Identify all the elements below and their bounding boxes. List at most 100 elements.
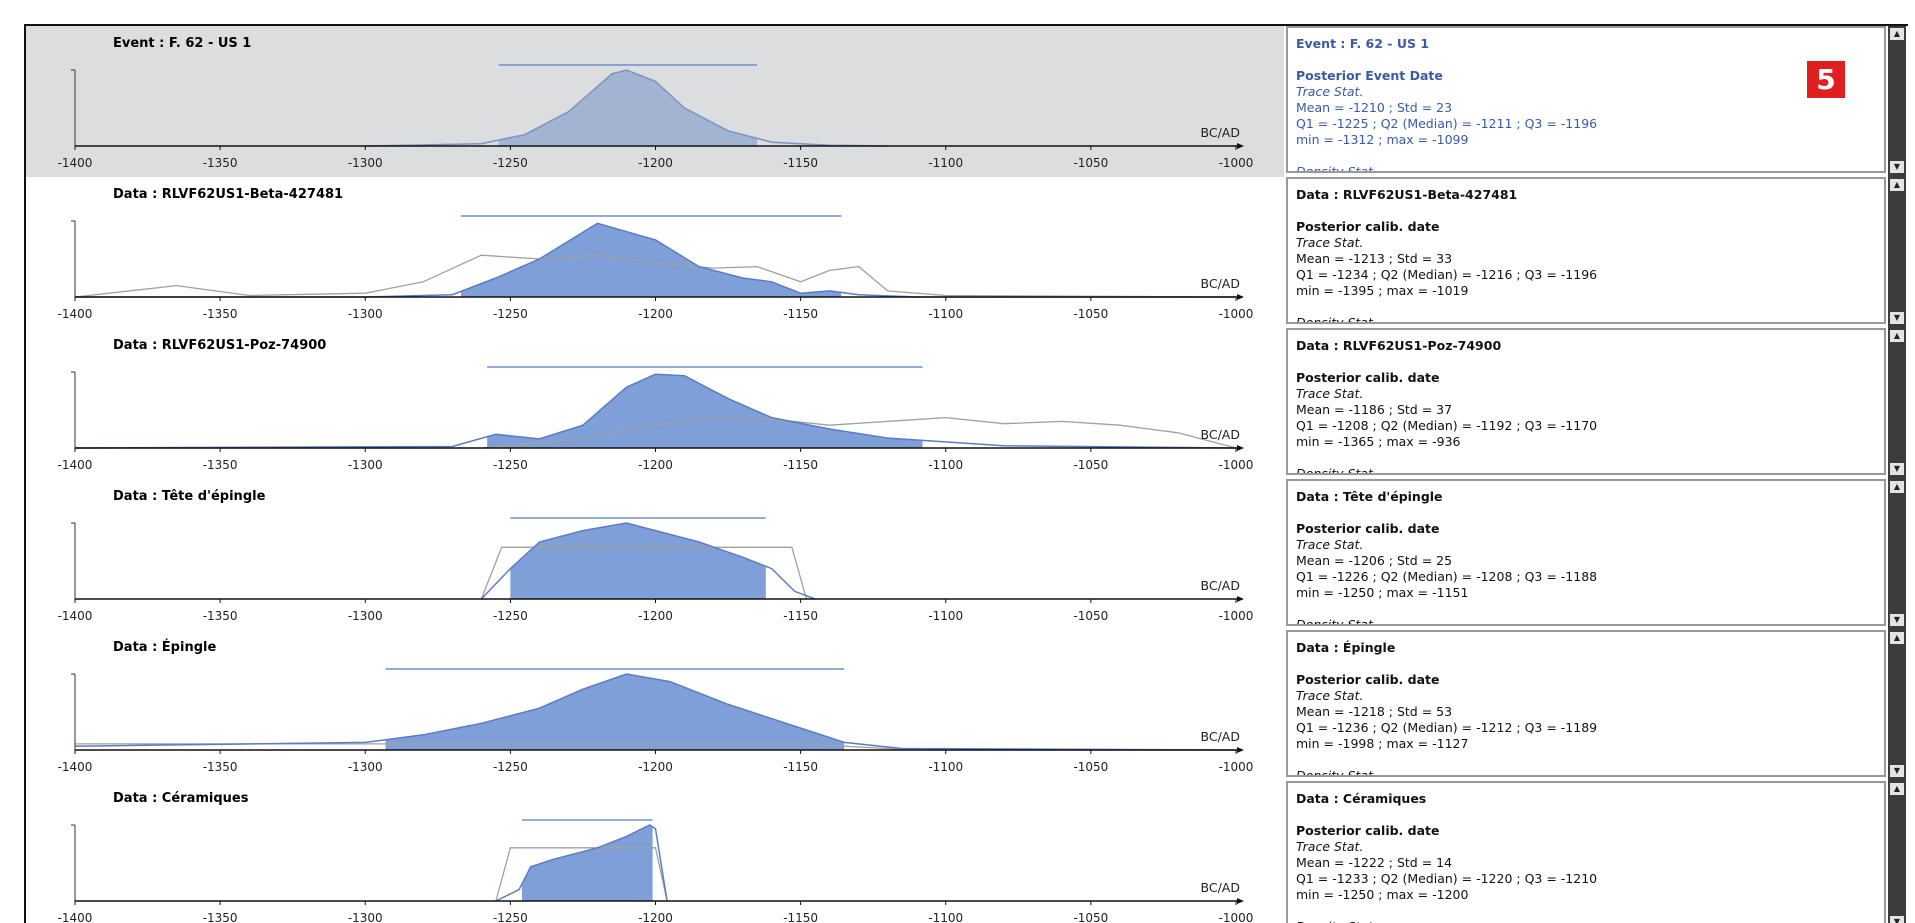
axis-unit: BC/AD bbox=[1201, 880, 1240, 895]
spacer bbox=[1296, 656, 1876, 672]
density-curve bbox=[480, 522, 816, 600]
axis-arrow bbox=[1237, 143, 1244, 149]
scroll-up[interactable]: ▲ bbox=[1890, 783, 1904, 795]
x-tick-label: -1150 bbox=[783, 609, 818, 623]
axis-unit: BC/AD bbox=[1201, 427, 1240, 442]
axis-unit: BC/AD bbox=[1201, 578, 1240, 593]
info-line: min = -1250 ; max = -1200 bbox=[1296, 887, 1469, 902]
x-tick-label: -1050 bbox=[1073, 609, 1108, 623]
x-tick-label: -1050 bbox=[1073, 307, 1108, 321]
info-line: Mean = -1186 ; Std = 37 bbox=[1296, 402, 1453, 417]
info-more: Density Stat. bbox=[1296, 164, 1377, 173]
scroll-down[interactable]: ▼ bbox=[1890, 614, 1904, 626]
x-tick-label: -1400 bbox=[58, 156, 93, 170]
x-tick-label: -1050 bbox=[1073, 911, 1108, 923]
info-line: Q1 = -1234 ; Q2 (Median) = -1216 ; Q3 = … bbox=[1296, 267, 1598, 282]
panel-row: Data : Épingle BC/AD -1400 -1350 -1300 -1250 -… bbox=[26, 630, 1908, 781]
info-line: Q1 = -1226 ; Q2 (Median) = -1208 ; Q3 = … bbox=[1296, 569, 1598, 584]
scroll-down[interactable]: ▼ bbox=[1890, 161, 1904, 173]
density-fill bbox=[521, 825, 653, 901]
scroll-up[interactable]: ▲ bbox=[1890, 28, 1904, 40]
scroll-up[interactable]: ▲ bbox=[1890, 179, 1904, 191]
scrollbar: ▲ ▼ bbox=[1888, 328, 1906, 479]
axis-arrow bbox=[1237, 294, 1244, 300]
x-tick-label: -1150 bbox=[783, 911, 818, 923]
info-title: Data : Tête d'épingle bbox=[1296, 489, 1443, 504]
info-more: Density Stat. bbox=[1296, 617, 1377, 626]
x-tick-label: -1300 bbox=[348, 911, 383, 923]
scroll-down[interactable]: ▼ bbox=[1890, 765, 1904, 777]
density-curve bbox=[495, 824, 668, 902]
info-sub: Trace Stat. bbox=[1296, 386, 1364, 401]
plot-title: Data : Céramiques bbox=[113, 791, 249, 806]
info-title: Data : RLVF62US1-Poz-74900 bbox=[1296, 338, 1502, 353]
spacer bbox=[1296, 52, 1876, 68]
badge: 5 bbox=[1807, 61, 1845, 98]
spacer bbox=[1296, 450, 1876, 466]
plot-title: Data : RLVF62US1-Beta-427481 bbox=[113, 187, 343, 202]
x-tick-label: -1300 bbox=[348, 458, 383, 472]
info-line: min = -1365 ; max = -936 bbox=[1296, 434, 1461, 449]
info-heading: Posterior Event Date bbox=[1296, 68, 1443, 83]
scrollbar: ▲ ▼ bbox=[1888, 630, 1906, 781]
scroll-up[interactable]: ▲ bbox=[1890, 481, 1904, 493]
info-sub: Trace Stat. bbox=[1296, 537, 1364, 552]
x-tick-label: -1100 bbox=[928, 609, 963, 623]
x-tick-label: -1150 bbox=[783, 307, 818, 321]
axis-unit: BC/AD bbox=[1201, 276, 1240, 291]
info-sub: Trace Stat. bbox=[1296, 688, 1364, 703]
plot: Data : RLVF62US1-Poz-74900 BC/AD -1400 -135… bbox=[58, 338, 1254, 472]
x-tick-label: -1350 bbox=[203, 156, 238, 170]
scroll-down[interactable]: ▼ bbox=[1890, 463, 1904, 475]
info-more: Density Stat. bbox=[1296, 768, 1377, 777]
x-tick-label: -1300 bbox=[348, 307, 383, 321]
density-fill bbox=[510, 523, 766, 599]
panel-row: Data : RLVF62US1-Poz-74900 BC/AD -1400 -135… bbox=[26, 328, 1908, 479]
x-tick-label: -1350 bbox=[203, 760, 238, 774]
axis-arrow bbox=[1237, 445, 1244, 451]
likelihood-curve bbox=[74, 254, 1237, 298]
x-tick-label: -1400 bbox=[58, 307, 93, 321]
x-tick-label: -1400 bbox=[58, 911, 93, 923]
x-tick-label: -1100 bbox=[928, 307, 963, 321]
x-tick-label: -1100 bbox=[928, 760, 963, 774]
panel-row: Data : RLVF62US1-Beta-427481 BC/AD -1400 -1… bbox=[26, 177, 1908, 328]
frame: Event : F. 62 - US 1 BC/AD -1400 -1350 -1300… bbox=[24, 24, 1908, 923]
density-fill bbox=[385, 674, 845, 750]
info-heading: Posterior calib. date bbox=[1296, 370, 1440, 385]
info-sub: Trace Stat. bbox=[1296, 235, 1364, 250]
x-tick-label: -1300 bbox=[348, 760, 383, 774]
info-panel: Event : F. 62 - US 1 Posterior Event Date… bbox=[1286, 26, 1886, 173]
x-tick-label: -1100 bbox=[928, 458, 963, 472]
info-line: Q1 = -1208 ; Q2 (Median) = -1192 ; Q3 = … bbox=[1296, 418, 1598, 433]
likelihood-curve bbox=[75, 416, 1237, 449]
panel-row: Data : Céramiques BC/AD -1400 -1350 -1300 -12… bbox=[26, 781, 1908, 923]
plot: Data : Épingle BC/AD -1400 -1350 -1300 -1250 -… bbox=[58, 639, 1254, 774]
x-tick-label: -1400 bbox=[58, 609, 93, 623]
x-tick-label: -1250 bbox=[493, 760, 528, 774]
plot-title: Data : RLVF62US1-Poz-74900 bbox=[113, 338, 326, 353]
density-curve bbox=[74, 673, 1237, 751]
info-line: Q1 = -1236 ; Q2 (Median) = -1212 ; Q3 = … bbox=[1296, 720, 1598, 735]
axis-arrow bbox=[1237, 596, 1244, 602]
x-tick-label: -1000 bbox=[1219, 911, 1254, 923]
info-title: Data : Épingle bbox=[1296, 640, 1396, 655]
scroll-down[interactable]: ▼ bbox=[1890, 916, 1904, 923]
info-heading: Posterior calib. date bbox=[1296, 823, 1440, 838]
plot-title: Data : Tête d'épingle bbox=[113, 489, 266, 504]
x-tick-label: -1150 bbox=[783, 760, 818, 774]
info-panel: Data : Céramiques Posterior calib. date Tr… bbox=[1286, 781, 1886, 923]
x-tick-label: -1100 bbox=[928, 156, 963, 170]
x-tick-label: -1300 bbox=[348, 156, 383, 170]
scroll-up[interactable]: ▲ bbox=[1890, 330, 1904, 342]
info-line: Mean = -1213 ; Std = 33 bbox=[1296, 251, 1453, 266]
x-tick-label: -1200 bbox=[638, 307, 673, 321]
info-line: Q1 = -1225 ; Q2 (Median) = -1211 ; Q3 = … bbox=[1296, 116, 1598, 131]
scroll-up[interactable]: ▲ bbox=[1890, 632, 1904, 644]
scroll-down[interactable]: ▼ bbox=[1890, 312, 1904, 324]
x-tick-label: -1200 bbox=[638, 911, 673, 923]
x-tick-label: -1300 bbox=[348, 609, 383, 623]
x-tick-label: -1150 bbox=[783, 156, 818, 170]
info-title: Data : Céramiques bbox=[1296, 791, 1427, 806]
info-heading: Posterior calib. date bbox=[1296, 672, 1440, 687]
